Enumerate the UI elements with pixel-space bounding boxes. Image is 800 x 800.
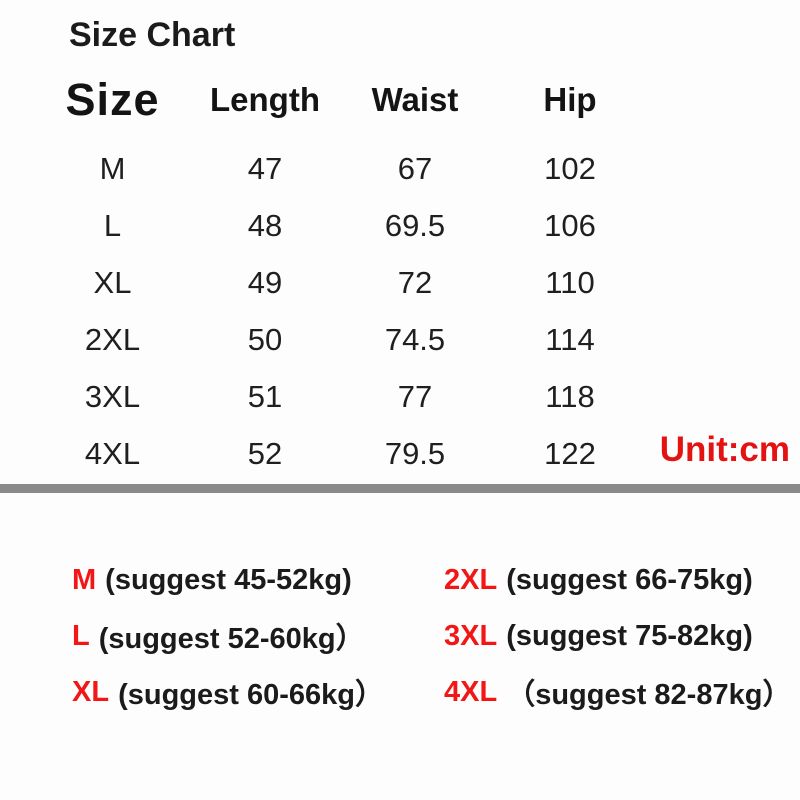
table-row-xl: XL 49 72 110: [35, 254, 650, 311]
cell-waist: 67: [397, 150, 433, 186]
suggestion-note: (suggest 66-75kg): [506, 563, 753, 596]
suggestion-3xl: 3XL (suggest 75-82kg): [444, 608, 784, 664]
page-title: Size Chart: [69, 16, 236, 54]
cell-size: L: [103, 207, 122, 243]
suggestion-m: M (suggest 45-52kg): [72, 552, 412, 608]
suggestion-4xl: 4XL （suggest 82-87kg）: [444, 664, 791, 720]
table-row-2xl: 2XL 50 74.5 114: [35, 311, 650, 368]
cell-hip: 110: [545, 264, 595, 300]
suggestion-note: (suggest 60-66kg）: [118, 679, 384, 711]
cell-length: 49: [247, 264, 283, 300]
suggestion-size-label: 4XL: [444, 675, 498, 708]
section-divider: [0, 484, 800, 493]
cell-waist: 77: [397, 378, 433, 414]
size-table-header-row: Size Length Waist Hip: [35, 60, 650, 140]
cell-hip: 122: [544, 435, 596, 471]
suggestion-2xl: 2XL (suggest 66-75kg): [444, 552, 784, 608]
table-row-4xl: 4XL 52 79.5 122: [35, 425, 650, 482]
suggestion-note: （suggest 82-87kg）: [506, 679, 792, 711]
suggestion-note: (suggest 52-60kg）: [98, 623, 365, 655]
cell-size: 3XL: [84, 378, 141, 414]
weight-suggestions-right-column: 2XL (suggest 66-75kg) 3XL (suggest 75-82…: [444, 552, 791, 720]
cell-size: 2XL: [84, 321, 141, 357]
suggestion-size-label: L: [72, 619, 90, 652]
size-table: Size Length Waist Hip M 47 67 102 L 48 6…: [35, 60, 650, 482]
cell-length: 47: [247, 150, 283, 186]
cell-hip: 114: [545, 321, 595, 357]
cell-waist: 74.5: [384, 321, 446, 357]
suggestion-size-label: 2XL: [444, 563, 498, 596]
suggestion-size-label: XL: [72, 675, 110, 708]
cell-hip: 106: [544, 207, 596, 243]
suggestion-l: L (suggest 52-60kg）: [72, 608, 412, 664]
column-header-size: Size: [65, 74, 160, 125]
column-header-length: Length: [210, 81, 320, 118]
cell-size: XL: [93, 264, 132, 300]
cell-hip: 118: [545, 378, 595, 414]
suggestion-xl: XL (suggest 60-66kg）: [72, 664, 412, 720]
cell-waist: 69.5: [384, 207, 446, 243]
table-row-l: L 48 69.5 106: [35, 197, 650, 254]
unit-label: Unit:cm: [659, 430, 790, 469]
cell-hip: 102: [544, 150, 596, 186]
cell-size: 4XL: [84, 435, 141, 471]
table-row-m: M 47 67 102: [35, 140, 650, 197]
cell-size: M: [99, 150, 126, 186]
cell-length: 50: [247, 321, 283, 357]
weight-suggestions-left-column: M (suggest 45-52kg) L (suggest 52-60kg） …: [72, 552, 412, 720]
column-header-hip: Hip: [543, 81, 597, 118]
suggestion-note: (suggest 75-82kg): [506, 619, 753, 652]
cell-length: 52: [247, 435, 283, 471]
cell-waist: 72: [397, 264, 433, 300]
suggestion-note: (suggest 45-52kg): [105, 563, 352, 596]
suggestion-size-label: 3XL: [444, 619, 498, 652]
cell-length: 51: [247, 378, 283, 414]
column-header-waist: Waist: [371, 81, 459, 118]
suggestion-size-label: M: [72, 563, 97, 596]
cell-length: 48: [247, 207, 283, 243]
table-row-3xl: 3XL 51 77 118: [35, 368, 650, 425]
cell-waist: 79.5: [384, 435, 446, 471]
